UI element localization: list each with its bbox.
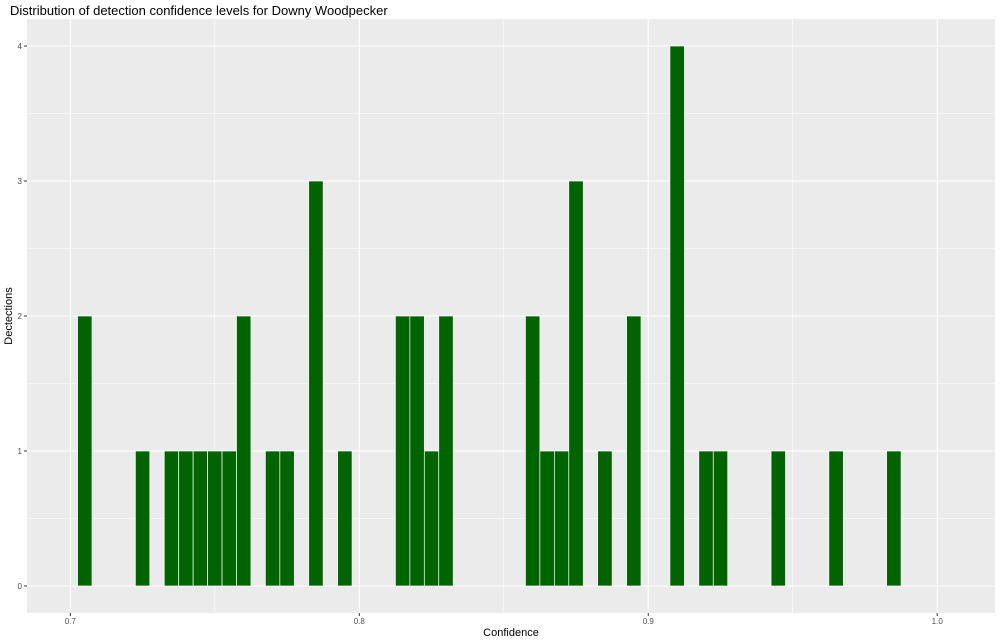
histogram-bar <box>178 450 194 587</box>
x-tick-label: 0.7 <box>65 617 77 626</box>
histogram-bar <box>553 450 570 587</box>
histogram-bar <box>423 450 440 587</box>
histogram-bar <box>395 315 411 587</box>
x-tick-label: 0.9 <box>643 617 655 626</box>
y-tick-label: 1 <box>18 447 23 456</box>
x-tick-label: 0.8 <box>354 617 366 626</box>
histogram-bar <box>886 450 902 587</box>
histogram-bars <box>77 45 902 587</box>
histogram-bar <box>438 315 454 587</box>
histogram-bar <box>597 450 613 587</box>
histogram-bar <box>207 450 223 587</box>
x-axis-title: Confidence <box>483 627 539 639</box>
histogram-bar <box>337 450 353 587</box>
histogram-bar <box>163 450 180 587</box>
histogram-bar <box>669 45 685 587</box>
histogram-bar <box>828 450 844 587</box>
histogram-bar <box>539 450 555 587</box>
histogram-bar <box>77 315 93 587</box>
y-axis: 0 1 2 3 4 <box>18 42 27 591</box>
histogram-bar <box>279 450 295 587</box>
histogram-bar <box>770 450 786 587</box>
y-tick-label: 4 <box>18 42 23 51</box>
histogram-bar <box>265 450 281 587</box>
histogram-bar <box>135 450 151 587</box>
chart-title: Distribution of detection confidence lev… <box>10 3 388 18</box>
histogram-bar <box>236 315 252 587</box>
histogram-bar <box>712 450 729 587</box>
x-tick-label: 1.0 <box>932 617 944 626</box>
histogram-bar <box>308 180 324 587</box>
y-tick-label: 3 <box>18 177 23 186</box>
histogram-bar <box>626 315 642 587</box>
histogram-bar <box>221 450 237 587</box>
histogram-bar <box>409 315 425 587</box>
y-axis-title: Dectections <box>3 287 15 345</box>
histogram-bar <box>525 315 541 587</box>
histogram-bar <box>698 450 714 587</box>
histogram-bar <box>192 450 208 587</box>
y-tick-label: 0 <box>18 582 23 591</box>
histogram-bar <box>568 180 584 587</box>
x-axis: 0.7 0.8 0.9 1.0 <box>65 613 944 626</box>
y-tick-label: 2 <box>18 312 23 321</box>
